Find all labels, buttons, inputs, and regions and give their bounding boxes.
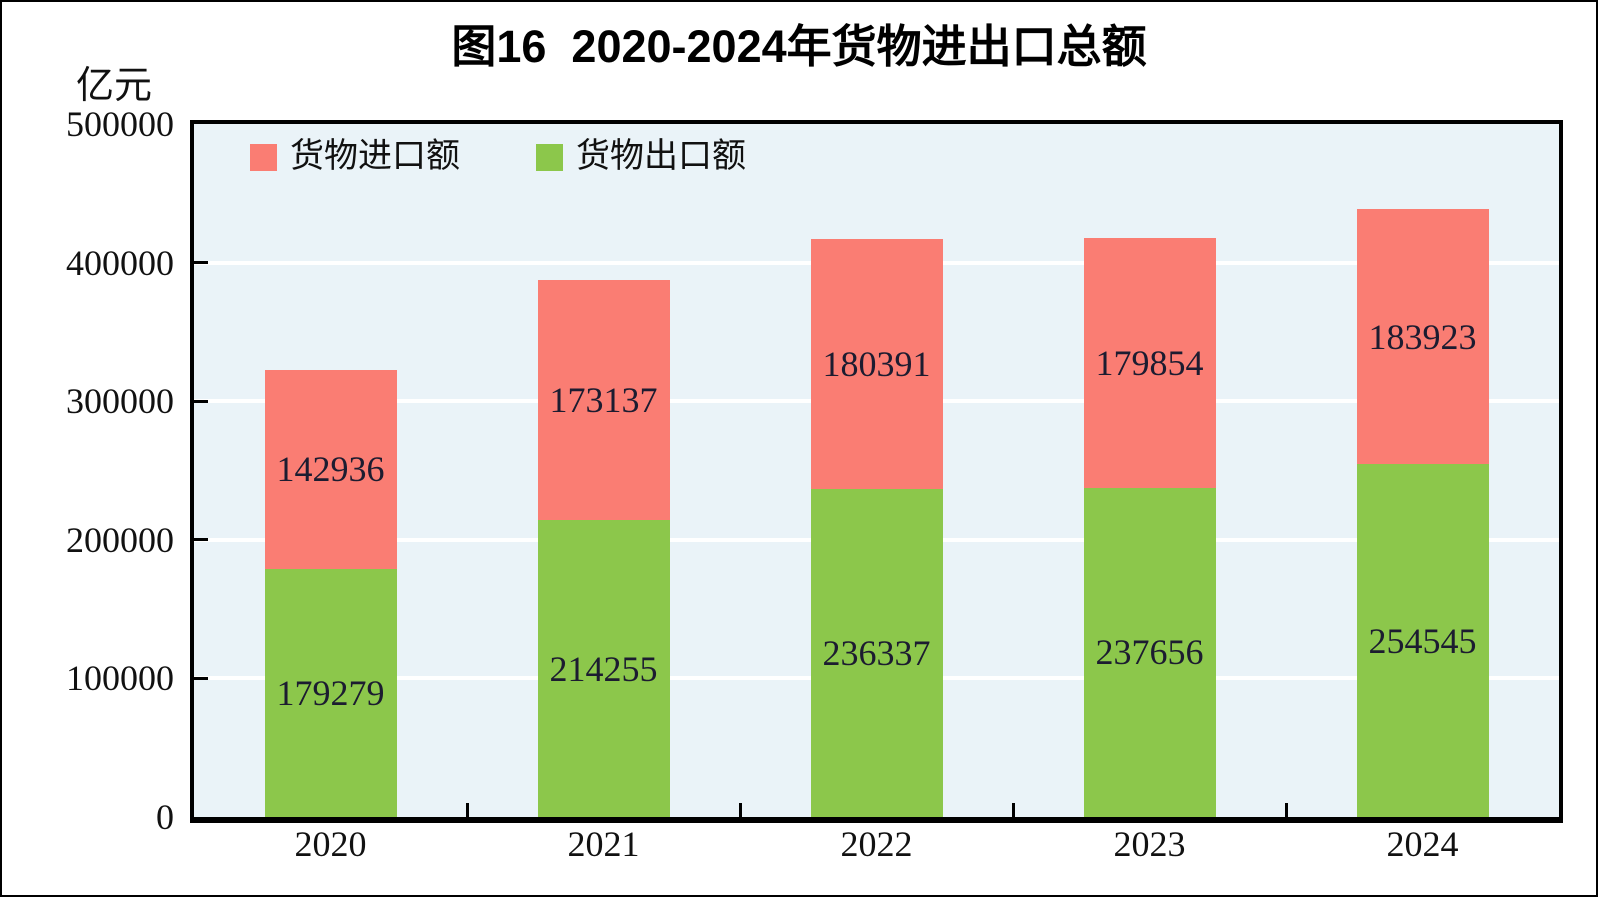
y-axis-unit-label: 亿元 [75, 65, 152, 107]
y-axis-tick-mark [194, 676, 208, 680]
y-axis-tick-label: 400000 [66, 242, 174, 283]
bar-2021: 214255 173137 [537, 124, 670, 817]
bar-value-label: 179854 [1095, 342, 1204, 383]
bar-value-label: 254545 [1368, 620, 1477, 661]
bar-segment-2023-货物出口额: 237656 [1083, 487, 1216, 817]
bar-2024: 254545 183923 [1356, 124, 1489, 817]
bar-value-label: 237656 [1095, 632, 1204, 673]
y-axis-tick-label: 500000 [66, 104, 174, 144]
y-axis-tick-label: 200000 [66, 519, 174, 560]
import-legend-swatch-icon [250, 143, 277, 171]
bar-segment-2021-货物进口额: 173137 [537, 280, 670, 521]
x-axis-label-2023: 2023 [1113, 824, 1186, 864]
bar-value-label: 236337 [822, 633, 931, 674]
bar-segment-2021-货物出口额: 214255 [537, 520, 670, 817]
x-axis-tick-mark [465, 803, 469, 817]
export-legend-swatch-icon [536, 143, 563, 171]
legend-item-export-label: 货物出口额 [576, 138, 746, 175]
bar-value-label: 173137 [549, 380, 658, 421]
plot-area: 179279 142936 214255 173137 236337 180391 2376… [190, 120, 1563, 823]
bar-value-label: 179279 [276, 672, 385, 713]
bar-segment-2020-货物出口额: 179279 [264, 568, 397, 817]
bar-value-label: 214255 [549, 648, 658, 689]
x-axis-label-2022: 2022 [840, 824, 913, 864]
legend-item-export: 货物出口额 [536, 140, 746, 174]
bar-value-label: 180391 [822, 344, 931, 385]
y-axis-tick-label: 300000 [66, 381, 174, 422]
legend: 货物进口额 货物出口额 [250, 140, 746, 174]
x-axis-label-2020: 2020 [294, 824, 367, 864]
bar-value-label: 142936 [276, 449, 385, 490]
bar-segment-2022-货物出口额: 236337 [810, 489, 943, 817]
bar-value-label: 183923 [1368, 316, 1477, 357]
bar-segment-2023-货物进口额: 179854 [1083, 238, 1216, 488]
y-axis-tick-label: 100000 [66, 658, 174, 699]
y-axis-tick-label: 0 [156, 797, 174, 837]
x-axis-tick-mark [738, 803, 742, 817]
bar-2022: 236337 180391 [810, 124, 943, 817]
x-axis-label-2021: 2021 [567, 824, 640, 864]
y-axis-tick-mark [194, 538, 208, 542]
y-axis-tick-mark [194, 399, 208, 403]
y-axis-tick-mark [194, 261, 208, 265]
bar-segment-2024-货物进口额: 183923 [1356, 209, 1489, 465]
bar-2023: 237656 179854 [1083, 124, 1216, 817]
x-axis-label-2024: 2024 [1386, 824, 1459, 864]
bar-segment-2020-货物进口额: 142936 [264, 370, 397, 569]
x-axis-tick-mark [1011, 803, 1015, 817]
chart-title: 图16 2020-2024年货物进出口总额 [451, 21, 1147, 72]
bar-segment-2022-货物进口额: 180391 [810, 239, 943, 490]
x-axis-tick-mark [1284, 803, 1288, 817]
bar-2020: 179279 142936 [264, 124, 397, 817]
bar-segment-2024-货物出口额: 254545 [1356, 464, 1489, 817]
legend-item-import-label: 货物进口额 [290, 138, 460, 175]
legend-item-import: 货物进口额 [250, 140, 460, 174]
